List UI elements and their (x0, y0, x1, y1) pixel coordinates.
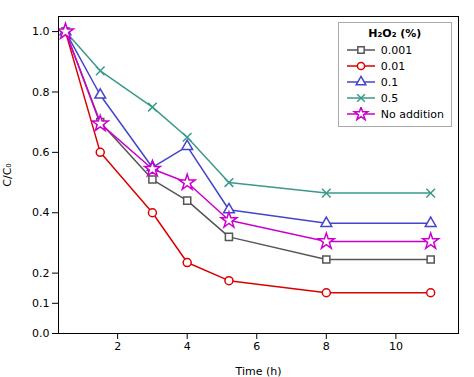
svg-text:0.2: 0.2 (32, 267, 50, 280)
svg-text:4: 4 (184, 340, 191, 353)
svg-text:Time (h): Time (h) (235, 365, 282, 377)
svg-text:10: 10 (389, 340, 403, 353)
svg-text:0.1: 0.1 (32, 297, 50, 310)
html-text:0.1: 0.1 (380, 75, 399, 89)
svg-text:2: 2 (114, 340, 121, 353)
svg-text:0.4: 0.4 (32, 206, 50, 219)
html-text:0.01: 0.01 (380, 59, 406, 73)
svg-text:6: 6 (253, 340, 260, 353)
svg-text:C/C₀: C/C₀ (1, 163, 14, 187)
html-text:0.001: 0.001 (380, 43, 413, 57)
svg-text:8: 8 (323, 340, 330, 353)
html-text:0.5: 0.5 (380, 91, 399, 105)
svg-text:0.6: 0.6 (32, 146, 50, 159)
svg-text:0.8: 0.8 (32, 85, 50, 98)
svg-text:1.0: 1.0 (32, 25, 50, 38)
html-text:H₂O₂ (%): H₂O₂ (%) (368, 27, 422, 40)
html-text:No addition: No addition (380, 107, 444, 121)
svg-text:0.0: 0.0 (32, 327, 50, 340)
